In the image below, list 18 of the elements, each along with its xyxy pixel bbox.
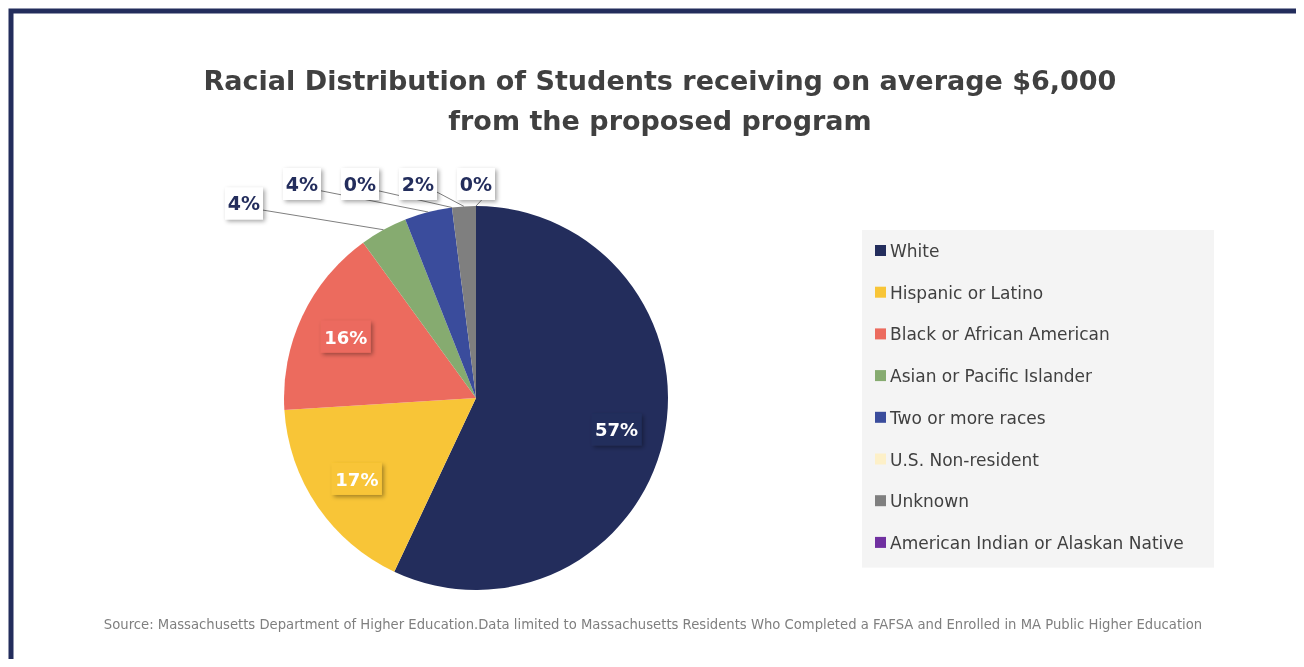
legend-label: Hispanic or Latino — [890, 282, 1044, 303]
legend-label: Black or African American — [890, 324, 1110, 345]
legend-label: Two or more races — [889, 407, 1046, 428]
data-label: 57% — [594, 419, 639, 441]
text: 0% — [343, 173, 377, 195]
legend-label: American Indian or Alaskan Native — [890, 532, 1184, 553]
text: 0% — [459, 173, 493, 195]
source-note: Source: Massachusetts Department of Higher Education.Data limited to Massachusetts Residents Who Completed a FAFSA and Enrolled in MA Public Higher Education — [103, 617, 1203, 632]
data-label: 16% — [324, 326, 368, 348]
data-label: 4% — [285, 173, 319, 195]
legend-label: White — [890, 241, 940, 261]
legend-label: U.S. Non-resident — [890, 449, 1040, 470]
data-label: 17% — [335, 468, 379, 490]
legend-label: Asian or Pacific Islander — [890, 366, 1093, 387]
data-label: 4% — [227, 192, 261, 215]
legend-label: Unknown — [890, 491, 969, 512]
data-label: 2% — [401, 173, 435, 195]
chart-title: Racial Distribution of Students receiving on average $6,000 from the proposed program — [203, 65, 1117, 136]
